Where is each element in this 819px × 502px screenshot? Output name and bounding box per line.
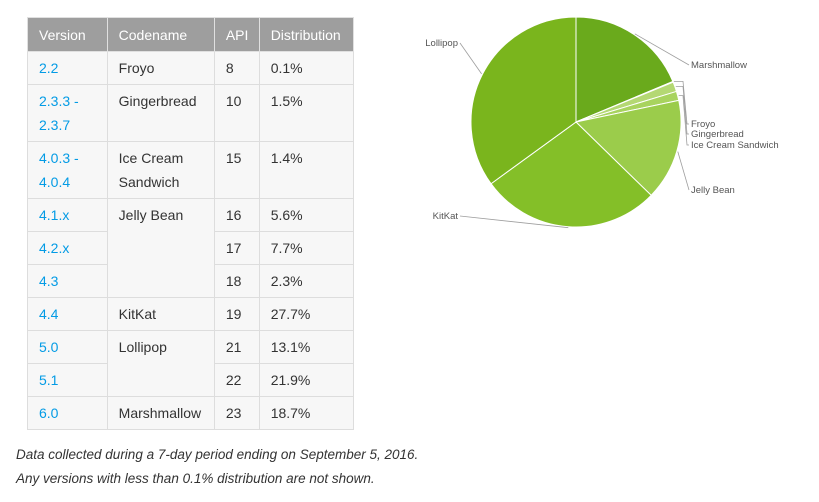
- api-cell: 18: [213, 264, 260, 298]
- table-header-row: Version Codename API Distribution: [27, 17, 355, 52]
- codename-cell: Ice Cream Sandwich: [106, 141, 215, 199]
- codename-cell: Lollipop: [106, 330, 215, 397]
- table-row: 4.4 KitKat 19 27.7%: [27, 297, 355, 331]
- distribution-cell: 18.7%: [258, 396, 355, 430]
- distribution-cell: 1.4%: [258, 141, 355, 199]
- pie-slice-lollipop: [470, 16, 577, 185]
- pie-leader-line: [678, 95, 689, 146]
- table-row: 4.0.3 -4.0.4 Ice Cream Sandwich 15 1.4%: [27, 141, 355, 199]
- api-cell: 10: [213, 84, 260, 142]
- distribution-table: Version Codename API Distribution 2.2 Fr…: [27, 17, 355, 430]
- api-cell: 19: [213, 297, 260, 331]
- distribution-cell: 21.9%: [258, 363, 355, 397]
- pie-slice-jelly-bean: [574, 99, 682, 197]
- pie-label-marshmallow: Marshmallow: [691, 60, 747, 71]
- codename-cell: Marshmallow: [106, 396, 215, 430]
- table-row: 4.2.x 17 7.7%: [27, 231, 355, 265]
- codename-cell: Froyo: [106, 51, 215, 85]
- pie-slice-kitkat: [490, 121, 652, 228]
- header-distribution: Distribution: [258, 17, 355, 52]
- pie-leader-line: [459, 42, 482, 75]
- footnote-threshold: Any versions with less than 0.1% distrib…: [16, 471, 375, 486]
- api-cell: 23: [213, 396, 260, 430]
- pie-slice-marshmallow: [575, 16, 674, 123]
- table-row: 2.2 Froyo 8 0.1%: [27, 51, 355, 85]
- codename-cell: Jelly Bean: [106, 198, 215, 298]
- header-api: API: [213, 17, 260, 52]
- header-version: Version: [27, 17, 108, 52]
- api-cell: 8: [213, 51, 260, 85]
- footnote-date: Data collected during a 7-day period end…: [16, 447, 419, 462]
- version-link[interactable]: 2.3.3 -2.3.7: [39, 93, 79, 133]
- table-row: 2.3.3 -2.3.7 Gingerbread 10 1.5%: [27, 84, 355, 142]
- codename-cell: Gingerbread: [106, 84, 215, 142]
- version-link[interactable]: 5.1: [39, 372, 59, 388]
- version-link[interactable]: 4.1.x: [39, 207, 70, 223]
- pie-label-jelly-bean: Jelly Bean: [691, 185, 735, 196]
- codename-cell: KitKat: [106, 297, 215, 331]
- api-cell: 21: [213, 330, 260, 364]
- pie-leader-line: [675, 86, 689, 135]
- version-link[interactable]: 2.2: [39, 60, 59, 76]
- api-cell: 17: [213, 231, 260, 265]
- distribution-cell: 2.3%: [258, 264, 355, 298]
- pie-label-froyo: Froyo: [691, 119, 715, 130]
- pie-label-kitkat: KitKat: [433, 211, 459, 222]
- table-row: 4.1.x Jelly Bean 16 5.6%: [27, 198, 355, 298]
- pie-label-lollipop: Lollipop: [425, 38, 458, 49]
- version-link[interactable]: 4.3: [39, 273, 59, 289]
- pie-leader-line: [634, 33, 690, 66]
- pie-leader-line: [459, 215, 569, 229]
- distribution-cell: 0.1%: [258, 51, 355, 85]
- distribution-cell: 5.6%: [258, 198, 355, 232]
- table-row: 6.0 Marshmallow 23 18.7%: [27, 396, 355, 430]
- distribution-cell: 13.1%: [258, 330, 355, 364]
- version-link[interactable]: 4.0.3 -4.0.4: [39, 150, 79, 190]
- table-row: 5.0 Lollipop 21 13.1%: [27, 330, 355, 397]
- pie-label-gingerbread: Gingerbread: [691, 129, 744, 140]
- pie-leader-line: [673, 81, 689, 125]
- pie-leader-line: [677, 151, 690, 191]
- distribution-cell: 7.7%: [258, 231, 355, 265]
- api-cell: 15: [213, 141, 260, 199]
- api-cell: 16: [213, 198, 260, 232]
- pie-label-ice-cream-sandwich: Ice Cream Sandwich: [691, 140, 779, 151]
- table-row: 4.3 18 2.3%: [27, 264, 355, 298]
- header-codename: Codename: [106, 17, 215, 52]
- version-link[interactable]: 5.0: [39, 339, 59, 355]
- api-cell: 22: [213, 363, 260, 397]
- version-link[interactable]: 4.4: [39, 306, 59, 322]
- pie-slices: [470, 16, 682, 228]
- distribution-cell: 27.7%: [258, 297, 355, 331]
- table-row: 5.1 22 21.9%: [27, 363, 355, 397]
- version-link[interactable]: 4.2.x: [39, 240, 70, 256]
- distribution-cell: 1.5%: [258, 84, 355, 142]
- version-link[interactable]: 6.0: [39, 405, 59, 421]
